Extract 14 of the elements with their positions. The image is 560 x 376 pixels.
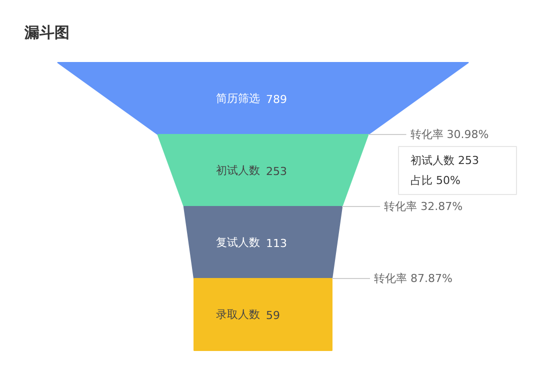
text: 转化率 32.87% <box>384 200 463 213</box>
category-label: 录取人数 <box>216 308 260 321</box>
text: 占比 50% <box>410 174 460 187</box>
category-label: 简历筛选 <box>216 92 260 105</box>
text: 初试人数 253 <box>410 154 479 167</box>
data-label: 59 <box>266 309 280 322</box>
data-label: 113 <box>266 237 287 250</box>
category-label: 复试人数 <box>216 236 260 249</box>
text: 漏斗图 <box>24 24 70 42</box>
data-label: 789 <box>266 93 287 106</box>
category-label: 初试人数 <box>216 164 260 177</box>
data-label: 253 <box>266 165 287 178</box>
text: 转化率 30.98% <box>410 128 489 141</box>
text: 转化率 87.87% <box>374 272 452 285</box>
